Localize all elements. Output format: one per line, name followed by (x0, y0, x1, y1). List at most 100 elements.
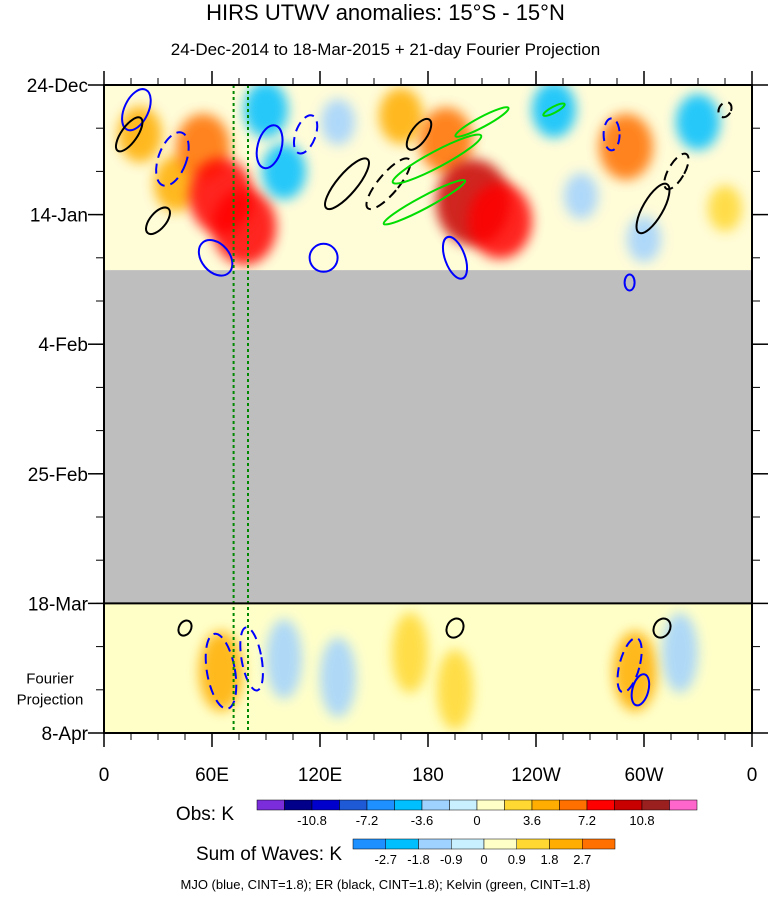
er-contour (635, 182, 671, 235)
obs-legend-swatch (476, 799, 505, 811)
obs-legend-swatch (284, 799, 313, 811)
fourier-label-line: Fourier (26, 671, 74, 688)
waves-legend-tick-label: -1.8 (407, 852, 429, 867)
er-contour (145, 206, 171, 236)
obs-legend-swatch (531, 799, 560, 811)
anomaly-cell (321, 99, 355, 146)
wave-cell (437, 649, 473, 730)
waves-legend-swatch (451, 838, 485, 850)
er-contour (445, 617, 465, 639)
anomaly-cell (379, 87, 423, 144)
wave-cell (320, 637, 356, 718)
mjo-contour (255, 124, 284, 170)
waves-legend-swatch (418, 838, 452, 850)
mjo-contour (121, 88, 152, 132)
mjo-contour (292, 114, 319, 155)
chart-subtitle: 24-Dec-2014 to 18-Mar-2015 + 21-day Four… (170, 40, 601, 59)
mjo-contour (602, 117, 621, 152)
x-tick-label: 60W (624, 765, 663, 786)
anomaly-cell (468, 182, 532, 259)
x-tick-label: 0 (99, 765, 110, 786)
footer-caption: MJO (blue, CINT=1.8); ER (black, CINT=1.… (180, 877, 591, 892)
anomaly-cell (708, 185, 742, 232)
er-contour (114, 116, 144, 153)
anomaly-cell (212, 188, 277, 265)
x-tick-label: 180 (412, 765, 444, 786)
x-tick-label: 120W (511, 765, 561, 786)
obs-legend-tick-label: 10.8 (629, 813, 654, 828)
mjo-contour (197, 239, 234, 277)
kelvin-contour (454, 106, 510, 138)
obs-legend-swatch (256, 799, 285, 811)
anomaly-cell (419, 107, 473, 174)
obs-legend-swatch (366, 799, 395, 811)
y-tick-label: 18-Mar (28, 594, 89, 615)
obs-legend-swatch (504, 799, 533, 811)
anomaly-cell (564, 173, 598, 220)
anomaly-cell (244, 85, 288, 138)
waves-legend-tick-label: 2.7 (573, 852, 591, 867)
anomaly-cell (118, 106, 162, 163)
obs-legend-swatch (394, 799, 423, 811)
obs-legend-swatch (421, 799, 450, 811)
axis-layer: 0 60E 120E 180 120W 60W 0 24-Dec 14-Jan 4-Feb 25-F… (17, 71, 768, 786)
waves-legend-tick-label: 0 (480, 852, 487, 867)
obs-legend-swatch (641, 799, 670, 811)
data-gap-region (104, 270, 752, 604)
kelvin-contour (382, 179, 467, 226)
waves-legend-tick-label: -2.7 (375, 852, 397, 867)
wave-cell (266, 618, 302, 699)
wave-cell (662, 612, 698, 693)
field-layer (104, 85, 752, 733)
y-tick-label: 24-Dec (27, 76, 88, 97)
obs-legend-swatch (311, 799, 340, 811)
obs-legend-tick-label: -7.2 (356, 813, 378, 828)
obs-legend-swatch (339, 799, 368, 811)
obs-legend-tick-label: 0 (473, 813, 480, 828)
anomaly-cell (532, 85, 576, 138)
mjo-contour (155, 131, 190, 187)
waves-legend-swatch (582, 838, 616, 850)
mjo-contour (623, 273, 636, 292)
wave-cell (392, 612, 428, 693)
x-tick-label: 60E (195, 765, 229, 786)
er-contour (405, 117, 433, 151)
mjo-contour (204, 632, 238, 710)
wave-cell (199, 631, 243, 712)
x-tick-label: 120E (298, 765, 342, 786)
waves-legend-swatch (483, 838, 517, 850)
obs-legend-swatch (586, 799, 615, 811)
waves-legend-tick-label: 1.8 (540, 852, 558, 867)
waves-legend-swatch (549, 838, 583, 850)
mjo-contour (630, 673, 651, 707)
anomaly-cell (262, 143, 306, 200)
legend-layer: Obs: K -10.8 -7.2 -3.6 0 3.6 7.2 10.8 Sum of Wav… (176, 799, 698, 867)
y-tick-label: 4-Feb (38, 335, 88, 356)
anomaly-cell (627, 216, 661, 263)
kelvin-contour (542, 102, 566, 117)
obs-legend-tick-label: 7.2 (578, 813, 596, 828)
mjo-contour (441, 235, 469, 280)
anomaly-cell (599, 113, 653, 180)
contour-layer (114, 85, 733, 733)
anomaly-cell (676, 94, 720, 151)
obs-legend-swatch (669, 799, 698, 811)
er-contour (652, 617, 672, 639)
er-contour (177, 619, 193, 637)
waves-legend-swatch (385, 838, 419, 850)
wave-cell (613, 631, 657, 712)
obs-legend-tick-label: -10.8 (297, 813, 327, 828)
fourier-label-line: Projection (17, 692, 84, 709)
y-tick-label: 8-Apr (42, 724, 89, 745)
er-contour (365, 157, 412, 211)
waves-legend-tick-label: -0.9 (440, 852, 462, 867)
er-contour (324, 157, 370, 211)
mjo-contour (308, 242, 339, 273)
y-tick-label: 25-Feb (28, 465, 88, 486)
x-tick-label: 0 (747, 765, 758, 786)
y-tick-label: 14-Jan (30, 206, 88, 227)
obs-legend-swatch (449, 799, 478, 811)
waves-legend-swatch (352, 838, 386, 850)
obs-legend-label: Obs: K (176, 804, 234, 825)
